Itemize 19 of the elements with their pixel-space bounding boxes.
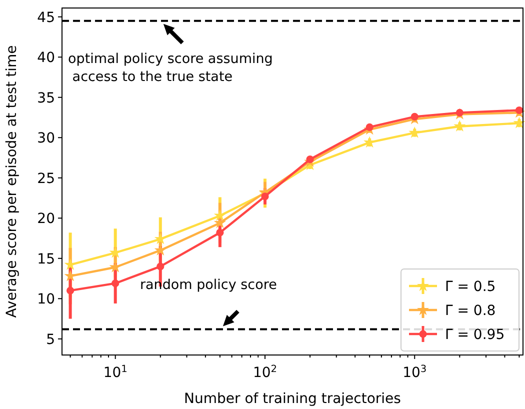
y-axis-title: Average score per episode at test time [4,45,20,318]
y-tick-label: 10 [37,292,55,308]
legend-label: Γ = 0.95 [445,326,505,343]
x-tick-label: 10$^{2}$ [252,364,278,381]
y-tick-label: 25 [37,170,55,187]
legend-label: Γ = 0.8 [445,302,496,319]
y-tick-label: 35 [37,90,55,106]
x-axis-title: Number of training trajectories [184,391,401,407]
y-tick-label: 20 [37,211,55,228]
x-tick-label: 10$^{1}$ [103,364,128,381]
y-tick-label: 5 [46,332,55,348]
x-tick-label: 10$^{3}$ [402,364,427,381]
legend-label: Γ = 0.5 [445,278,496,295]
y-tick-label: 15 [37,251,55,268]
annotation: random policy score [140,277,277,294]
y-tick-label: 40 [37,50,55,66]
y-tick-label: 45 [37,10,55,26]
y-tick-label: 30 [37,130,55,147]
annotation: optimal policy score assuming access to the true state [68,50,273,85]
